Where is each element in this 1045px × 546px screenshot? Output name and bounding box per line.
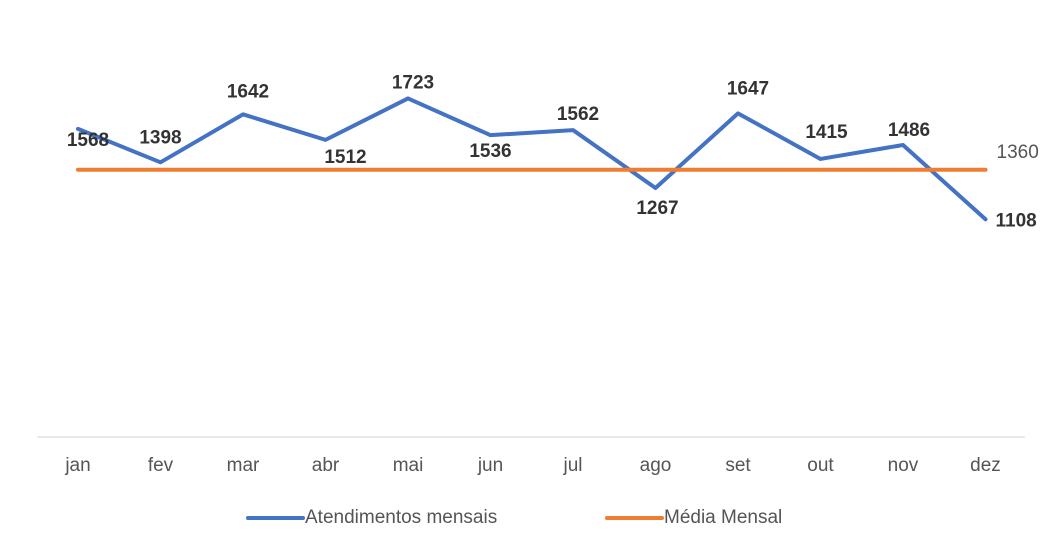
data-label: 1536 [469, 141, 511, 162]
legend-label: Atendimentos mensais [305, 507, 497, 528]
data-label: 1647 [727, 78, 769, 99]
x-tick-label: fev [148, 455, 174, 476]
data-label: 1108 [996, 210, 1037, 231]
data-label: 1486 [888, 120, 930, 141]
legend-label: Média Mensal [664, 507, 782, 528]
data-label: 1562 [557, 104, 599, 125]
x-tick-label: mar [227, 455, 260, 476]
data-label: 1360 [997, 142, 1039, 163]
x-tick-label: abr [312, 455, 340, 476]
series-line [76, 96, 988, 222]
x-tick-label: mai [393, 455, 424, 476]
x-tick-label: jan [64, 455, 90, 476]
data-label: 1267 [636, 198, 678, 219]
data-label: 1723 [392, 72, 434, 93]
x-tick-label: out [807, 455, 834, 476]
data-label: 1568 [67, 130, 109, 151]
x-tick-label: nov [888, 455, 919, 476]
data-label: 1398 [139, 127, 181, 148]
x-tick-label: ago [640, 455, 672, 476]
data-label: 1512 [324, 147, 366, 168]
data-label: 1642 [227, 81, 269, 102]
x-tick-label: jun [477, 455, 503, 476]
data-label: 1415 [805, 122, 848, 143]
x-tick-label: jul [562, 455, 582, 476]
x-tick-label: dez [970, 455, 1001, 476]
x-tick-label: set [725, 455, 751, 476]
